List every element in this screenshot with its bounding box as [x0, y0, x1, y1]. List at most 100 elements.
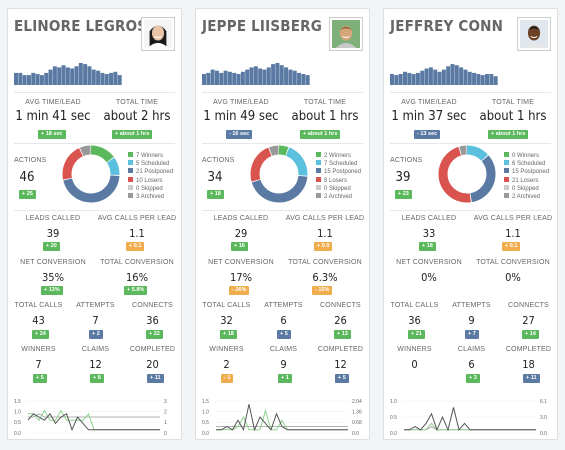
user-name[interactable]: ELINORE LEGROS: [14, 17, 148, 35]
total-time-value: about 1 hrs: [479, 109, 547, 124]
activity-bar: [485, 74, 490, 85]
activity-bar: [467, 71, 472, 85]
activity-bar: [249, 67, 254, 85]
y-axis-left-tick: 0.0: [202, 431, 209, 437]
activity-bar: [117, 75, 122, 85]
total-time-delta-badge: + about 1 hrs: [300, 130, 341, 139]
divider: [14, 143, 175, 144]
legend-swatch: [128, 168, 133, 174]
legend-item: 7 Scheduled: [316, 160, 361, 168]
activity-bar: [14, 72, 18, 85]
trend-line-gray: [28, 413, 160, 418]
donut-slice: [62, 145, 120, 203]
claims-label: CLAIMS: [457, 346, 486, 353]
y-axis-right-tick: 2: [164, 409, 167, 415]
legend-item: 2 Archived: [504, 192, 549, 201]
activity-bar: [394, 75, 399, 85]
total-time-value: about 2 hrs: [103, 109, 171, 124]
activity-bar: [219, 72, 224, 85]
total-calls-delta-badge: + 21: [408, 330, 425, 339]
legend-item: 0 Skipped: [316, 184, 361, 193]
activity-sparkline: [14, 61, 122, 85]
legend-item: 2 Winners: [316, 152, 361, 160]
connects-delta-badge: + 13: [334, 330, 351, 339]
activity-bar: [292, 70, 297, 85]
divider: [14, 92, 175, 93]
donut-slice: [438, 145, 496, 203]
divider: [14, 210, 175, 211]
activity-bar: [493, 76, 498, 85]
divider: [202, 143, 363, 144]
total-conversion-label: TOTAL CONVERSION: [288, 259, 362, 266]
activity-bar: [31, 72, 36, 85]
avg-time-value: 1 min 49 sec: [203, 109, 279, 124]
donut-legend: 7 Winners 5 Scheduled 21 Postponed 10 Loser…: [128, 152, 173, 201]
legend-label: 0 Skipped: [324, 185, 351, 192]
activity-bar: [91, 69, 96, 85]
y-axis-left-tick: 0.0: [390, 431, 397, 437]
claims-value: 6: [468, 358, 475, 371]
total-time-delta-badge: + about 1 hrs: [112, 130, 153, 139]
activity-bar: [266, 67, 271, 85]
net-conversion-value: 0%: [421, 271, 437, 284]
activity-bar: [210, 69, 215, 85]
trend-line-chart: 1.5 1.0 0.5 0.0 3 2 1 0: [12, 397, 178, 437]
legend-label: 7 Scheduled: [324, 161, 358, 168]
connects-value: 27: [522, 314, 535, 327]
donut-slice: [62, 145, 120, 203]
activity-bar: [288, 69, 293, 85]
winners-value: 0: [411, 358, 418, 371]
claims-value: 9: [280, 358, 287, 371]
activity-bar: [258, 68, 263, 85]
activity-bar: [65, 67, 70, 85]
claims-delta-badge: + 1: [278, 374, 292, 383]
completed-delta-badge: + 11: [147, 374, 164, 383]
legend-swatch: [316, 184, 321, 190]
activity-bar: [78, 63, 83, 85]
activity-bar: [446, 66, 451, 85]
user-card: ELINORE LEGROS AVG TIME/LEAD TOTAL TIME 1 m…: [7, 8, 182, 440]
legend-label: 8 Losers: [324, 177, 348, 184]
activity-bar: [476, 74, 481, 85]
activity-bar: [57, 67, 62, 85]
activity-bar: [240, 71, 245, 85]
legend-swatch: [316, 168, 321, 174]
donut-slice: [250, 145, 308, 203]
activity-bar: [459, 67, 464, 85]
legend-item: 21 Postponed: [128, 168, 173, 176]
connects-label: CONNECTS: [508, 302, 549, 309]
avg-calls-value: 1.1: [317, 227, 333, 240]
legend-swatch: [128, 184, 133, 190]
activity-bar: [223, 70, 228, 85]
activity-bar: [271, 64, 276, 85]
avg-time-delta-badge: - 13 sec: [414, 130, 441, 139]
avg-time-value: 1 min 41 sec: [15, 109, 91, 124]
attempts-value: 9: [468, 314, 475, 327]
legend-swatch: [128, 176, 133, 182]
total-calls-label: TOTAL CALLS: [202, 302, 251, 309]
leads-called-value: 29: [234, 227, 248, 240]
trend-line-chart: 1.0 0.5 0.0 6.1 3.0 0.0: [388, 397, 554, 437]
divider: [202, 92, 363, 93]
activity-bar: [301, 74, 306, 85]
activity-sparkline: [202, 61, 310, 85]
attempts-label: ATTEMPTS: [452, 302, 491, 309]
actions-delta-badge: + 18: [207, 190, 224, 199]
avg-time-delta-badge: + 18 sec: [38, 130, 66, 139]
claims-value: 12: [89, 358, 102, 371]
total-calls-value: 36: [408, 314, 421, 327]
user-name[interactable]: JEPPE LIISBERG: [202, 17, 323, 35]
user-name[interactable]: JEFFREY CONN: [390, 17, 504, 35]
legend-label: 0 Winners: [512, 153, 540, 159]
activity-bar: [390, 74, 394, 85]
y-axis-right-tick: 3.0: [540, 415, 547, 421]
completed-value: 20: [146, 358, 159, 371]
activity-bar: [489, 74, 494, 85]
total-conversion-value: 0%: [505, 271, 521, 284]
avg-calls-value: 1.1: [505, 227, 521, 240]
completed-value: 18: [522, 358, 535, 371]
attempts-value: 6: [280, 314, 287, 327]
completed-label: COMPLETED: [129, 346, 176, 353]
completed-value: 12: [334, 358, 347, 371]
winners-delta-badge: + 5: [33, 374, 47, 383]
